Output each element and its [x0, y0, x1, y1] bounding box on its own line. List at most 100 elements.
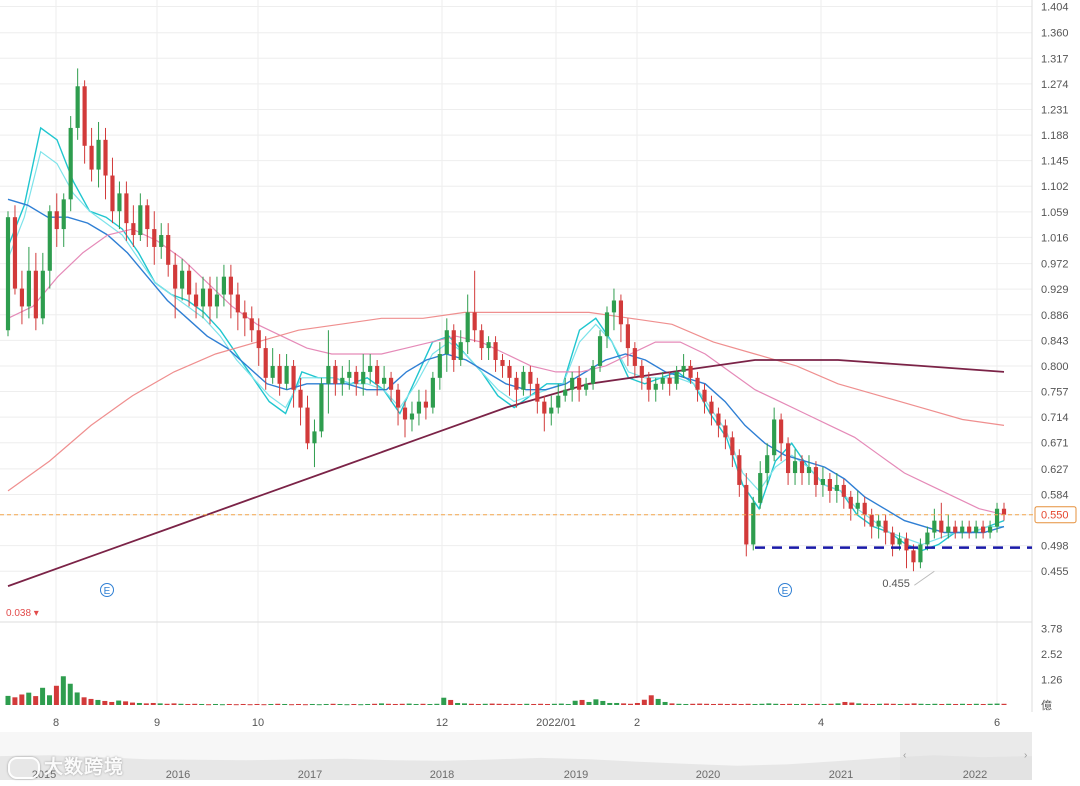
volume-bar: [462, 703, 467, 705]
volume-bar: [192, 703, 198, 705]
candle: [249, 306, 254, 343]
candle-body: [806, 467, 812, 474]
volume-bar: [316, 704, 322, 706]
candle: [200, 276, 206, 319]
candle: [646, 371, 651, 402]
volume-bar: [53, 685, 59, 705]
time-tick-label: 12: [436, 717, 448, 729]
candle: [799, 455, 805, 485]
candle-body: [180, 270, 185, 289]
volume-bar: [731, 703, 737, 705]
candle-body: [333, 365, 338, 384]
candle-body: [26, 270, 31, 307]
volume-bar: [109, 701, 115, 705]
navigator-year-label: 2017: [298, 769, 322, 781]
candle-body: [75, 86, 80, 128]
candle: [305, 395, 310, 450]
volume-bar: [911, 703, 917, 705]
candle: [402, 401, 408, 438]
candle-body: [848, 496, 853, 509]
candle-body: [639, 365, 644, 378]
volume-bar: [932, 703, 938, 705]
candle: [82, 80, 87, 164]
candle: [653, 377, 658, 402]
grid: [0, 0, 1033, 712]
volume-bar: [545, 703, 550, 705]
volume-tick-label: 1.26: [1041, 675, 1062, 687]
candle-body: [994, 508, 1000, 527]
candle: [674, 365, 679, 390]
volume-bar: [766, 703, 772, 705]
candle: [382, 365, 387, 390]
volume-bar: [752, 703, 758, 705]
candle-body: [242, 312, 247, 319]
candle-body: [270, 365, 275, 378]
candle: [96, 121, 101, 188]
candle-body: [256, 330, 261, 349]
navigator-area: [0, 755, 1032, 780]
candle: [340, 365, 345, 396]
candle: [277, 354, 282, 396]
candle-body: [967, 526, 972, 533]
event-badge: E: [100, 583, 114, 597]
candle-body: [89, 145, 94, 170]
price-tick-label: 1.404: [1041, 2, 1069, 14]
low-price-annotation: 0.455: [882, 570, 935, 590]
candle: [361, 354, 366, 396]
candle: [375, 359, 380, 396]
volume-bar: [150, 702, 156, 705]
candle-body: [361, 371, 366, 384]
navigator-handle-right: ›: [1024, 750, 1027, 761]
candle: [493, 336, 498, 372]
candle-body: [347, 371, 352, 378]
volume-bar: [344, 704, 350, 706]
volume-bar: [558, 703, 564, 705]
candle: [173, 252, 178, 319]
volume-bar: [904, 703, 910, 705]
volume-bar: [579, 699, 585, 705]
candle-body: [876, 520, 881, 527]
candle: [110, 157, 115, 224]
candle: [987, 520, 993, 539]
navigator-year-label: 2020: [696, 769, 720, 781]
navigator-year-label: 2016: [166, 769, 190, 781]
candle: [409, 401, 415, 432]
volume-bar: [157, 703, 163, 705]
candle-body: [152, 229, 157, 247]
price-tick-label: 0.800: [1041, 361, 1069, 373]
candle: [813, 461, 819, 497]
volume-bar: [33, 696, 39, 705]
price-tick-label: 0.843: [1041, 335, 1069, 347]
volume-bar: [226, 703, 232, 705]
candle: [556, 383, 561, 414]
candle: [883, 514, 888, 545]
volume-bar: [240, 703, 246, 705]
volume-bar: [503, 703, 509, 705]
volume-bar: [199, 703, 205, 705]
volume-bar: [448, 699, 454, 705]
price-tick-label: 1.145: [1041, 156, 1069, 168]
candle-body: [500, 359, 505, 366]
candle: [535, 377, 540, 414]
ma-line: [7, 228, 1005, 516]
volume-bar: [800, 703, 806, 705]
candle-body: [82, 86, 87, 146]
candle-body: [744, 484, 749, 545]
candle-body: [702, 389, 707, 402]
candle: [138, 193, 143, 241]
volume-axis: 3.78 2.52 1.26 億: [1041, 624, 1062, 713]
candle: [723, 419, 728, 450]
volume-bar: [365, 703, 371, 705]
candle-body: [792, 461, 798, 474]
candle: [918, 538, 923, 569]
volume-bar: [538, 703, 544, 705]
volume-bar: [206, 704, 212, 706]
time-tick-label: 10: [252, 717, 264, 729]
candle-body: [96, 139, 101, 170]
time-axis: 8 9 10 12 2022/01 2 4 6: [53, 717, 1000, 729]
candle-body: [507, 365, 512, 378]
candle: [890, 526, 895, 557]
price-tick-label: 0.671: [1041, 438, 1069, 450]
watermark: 大数跨境: [8, 752, 124, 779]
volume-bar: [877, 703, 882, 705]
